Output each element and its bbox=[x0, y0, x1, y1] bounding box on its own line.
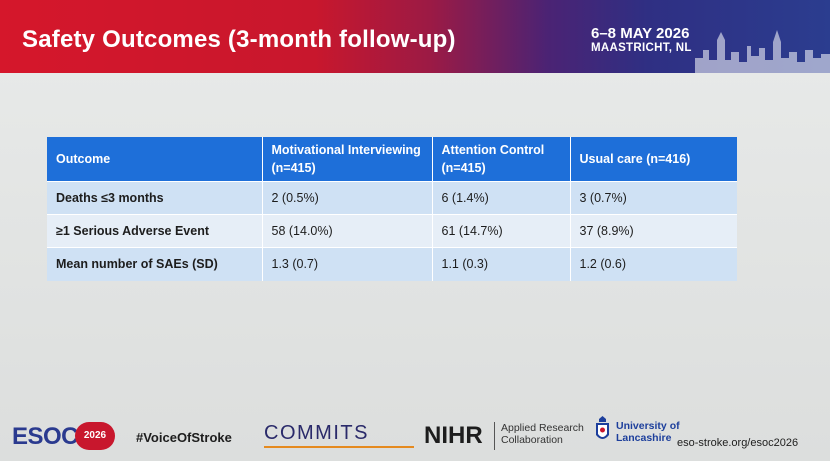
table-cell: 6 (1.4%) bbox=[432, 181, 571, 215]
table-row: ≥1 Serious Adverse Event 58 (14.0%) 61 (… bbox=[47, 214, 737, 248]
row-label: Deaths ≤3 months bbox=[47, 181, 263, 215]
table-cell: 1.3 (0.7) bbox=[262, 247, 433, 281]
logo-divider bbox=[494, 422, 495, 450]
university-shield-icon bbox=[596, 416, 609, 439]
header-banner: Safety Outcomes (3-month follow-up) 6–8 … bbox=[0, 0, 830, 73]
table-cell: 61 (14.7%) bbox=[432, 214, 571, 248]
sponsor-footer: ESOC 2026 #VoiceOfStroke COMMITS NIHR Ap… bbox=[0, 405, 830, 461]
table-cell: 2 (0.5%) bbox=[262, 181, 433, 215]
table-cell: 1.2 (0.6) bbox=[570, 247, 737, 281]
column-header-attention-control: Attention Control (n=415) bbox=[432, 137, 571, 182]
table-cell: 58 (14.0%) bbox=[262, 214, 433, 248]
nihr-logo: NIHR bbox=[424, 422, 483, 449]
table-row: Mean number of SAEs (SD) 1.3 (0.7) 1.1 (… bbox=[47, 247, 737, 281]
column-header-outcome: Outcome bbox=[47, 137, 263, 182]
university-name-line2: Lancashire bbox=[616, 432, 672, 444]
table-cell: 3 (0.7%) bbox=[570, 181, 737, 215]
table-row: Deaths ≤3 months 2 (0.5%) 6 (1.4%) 3 (0.… bbox=[47, 181, 737, 215]
esoc-year-badge: 2026 bbox=[75, 422, 115, 450]
arc-label: Applied Research Collaboration bbox=[501, 422, 584, 446]
university-name-line1: University of bbox=[616, 420, 680, 432]
row-label: ≥1 Serious Adverse Event bbox=[47, 214, 263, 248]
column-header-motivational-interviewing: Motivational Interviewing (n=415) bbox=[262, 137, 433, 182]
esoc-logo: ESOC bbox=[12, 423, 79, 450]
commits-logo-text: COMMITS bbox=[264, 422, 369, 444]
table-header-row: Outcome Motivational Interviewing (n=415… bbox=[47, 137, 737, 182]
arc-label-line1: Applied Research bbox=[501, 422, 584, 434]
arc-label-line2: Collaboration bbox=[501, 434, 563, 446]
commits-logo-rule bbox=[264, 446, 414, 448]
slide-title: Safety Outcomes (3-month follow-up) bbox=[22, 26, 456, 53]
conference-url: eso-stroke.org/esoc2026 bbox=[677, 437, 799, 449]
table-cell: 37 (8.9%) bbox=[570, 214, 737, 248]
row-label: Mean number of SAEs (SD) bbox=[47, 247, 263, 281]
table-cell: 1.1 (0.3) bbox=[432, 247, 571, 281]
event-date: 6–8 MAY 2026 bbox=[591, 25, 690, 42]
city-skyline-icon bbox=[695, 30, 830, 73]
commits-logo: COMMITS bbox=[264, 422, 369, 445]
event-date-location: 6–8 MAY 2026 MAASTRICHT, NL bbox=[591, 26, 711, 56]
safety-outcomes-table: Outcome Motivational Interviewing (n=415… bbox=[47, 137, 737, 281]
column-header-usual-care: Usual care (n=416) bbox=[570, 137, 737, 182]
hashtag: #VoiceOfStroke bbox=[136, 430, 232, 445]
event-location: MAASTRICHT, NL bbox=[591, 42, 692, 54]
university-name: University of Lancashire bbox=[616, 420, 680, 444]
